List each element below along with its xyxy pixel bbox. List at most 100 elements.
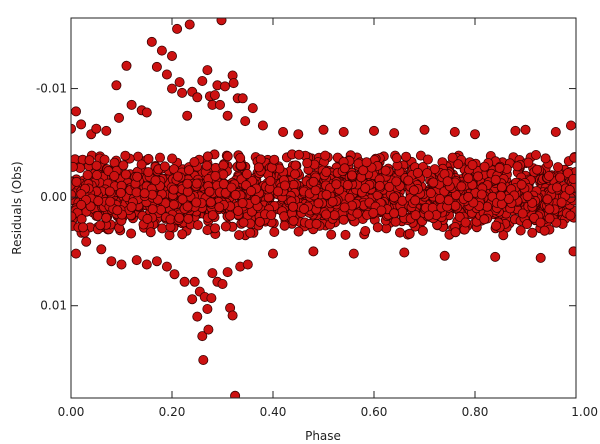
data-point [293, 149, 304, 160]
data-point [192, 311, 203, 322]
data-point [422, 154, 433, 165]
data-point [520, 124, 531, 135]
data-point [331, 179, 342, 190]
data-point [169, 269, 180, 280]
data-point [368, 125, 379, 136]
data-point [172, 23, 183, 34]
data-point [228, 78, 239, 89]
data-point [523, 157, 534, 168]
data-point [189, 156, 200, 167]
data-point [202, 65, 213, 76]
data-point [417, 225, 428, 236]
data-point [141, 259, 152, 270]
data-point [227, 310, 238, 321]
y-tick-label: 0.00 [40, 190, 67, 204]
data-point [101, 212, 112, 223]
data-point [142, 213, 153, 224]
data-point [154, 152, 165, 163]
data-point [126, 201, 137, 212]
data-point [183, 165, 194, 176]
data-point [71, 176, 82, 187]
data-point [374, 180, 385, 191]
data-point [450, 227, 461, 238]
data-point [293, 129, 304, 140]
data-point [453, 159, 464, 170]
data-point [388, 192, 399, 203]
data-point [422, 168, 433, 179]
data-point [120, 169, 131, 180]
data-point [222, 267, 233, 278]
data-point [210, 170, 221, 181]
data-point [157, 223, 168, 234]
data-point [399, 247, 410, 258]
data-point [410, 195, 421, 206]
data-point [204, 186, 215, 197]
data-point [198, 354, 209, 365]
data-point [151, 256, 162, 267]
y-tick-label: -0.01 [36, 82, 67, 96]
data-point [161, 261, 172, 272]
data-point [238, 217, 249, 228]
data-point [101, 125, 112, 136]
data-point [71, 161, 78, 172]
data-point [515, 225, 526, 236]
data-point [463, 191, 474, 202]
data-point [219, 81, 230, 92]
data-point [311, 218, 322, 229]
data-point [542, 194, 553, 205]
data-point [456, 181, 467, 192]
data-point [202, 151, 213, 162]
data-point [565, 210, 576, 221]
x-tick-label: 0.60 [361, 405, 388, 419]
data-point [289, 169, 300, 180]
data-point [93, 195, 104, 206]
data-point [338, 214, 349, 225]
data-point [423, 210, 434, 221]
data-point [321, 166, 332, 177]
data-point [76, 119, 87, 130]
data-point [495, 190, 506, 201]
data-point [329, 210, 340, 221]
data-point [397, 206, 408, 217]
data-point [209, 90, 220, 101]
data-point [106, 256, 117, 267]
data-point [288, 201, 299, 212]
data-point [403, 175, 414, 186]
data-point [230, 189, 241, 200]
data-point [321, 209, 332, 220]
data-point [408, 185, 419, 196]
data-point [553, 162, 564, 173]
data-point [141, 107, 152, 118]
data-point [404, 228, 415, 239]
data-point [360, 225, 371, 236]
data-point [126, 228, 137, 239]
data-point [159, 161, 170, 172]
data-point [391, 153, 402, 164]
data-point [326, 229, 337, 240]
data-point [174, 212, 185, 223]
data-point [214, 99, 225, 110]
data-point [384, 181, 395, 192]
y-tick-label: 0.01 [40, 299, 67, 313]
data-point [348, 248, 359, 259]
data-point [428, 177, 439, 188]
data-point [111, 80, 122, 91]
data-point [91, 170, 102, 181]
data-point [339, 163, 350, 174]
data-point [183, 213, 194, 224]
data-point [460, 217, 471, 228]
data-point [368, 207, 379, 218]
data-point [207, 268, 218, 279]
data-point [490, 251, 501, 262]
data-point [257, 120, 268, 131]
data-point [439, 250, 450, 261]
data-point [210, 223, 221, 234]
data-point [92, 210, 103, 221]
data-point [120, 150, 131, 161]
data-point [401, 151, 412, 162]
data-point [166, 83, 177, 94]
data-point [467, 159, 478, 170]
data-point [443, 195, 454, 206]
data-point [390, 216, 401, 227]
data-point [442, 176, 453, 187]
